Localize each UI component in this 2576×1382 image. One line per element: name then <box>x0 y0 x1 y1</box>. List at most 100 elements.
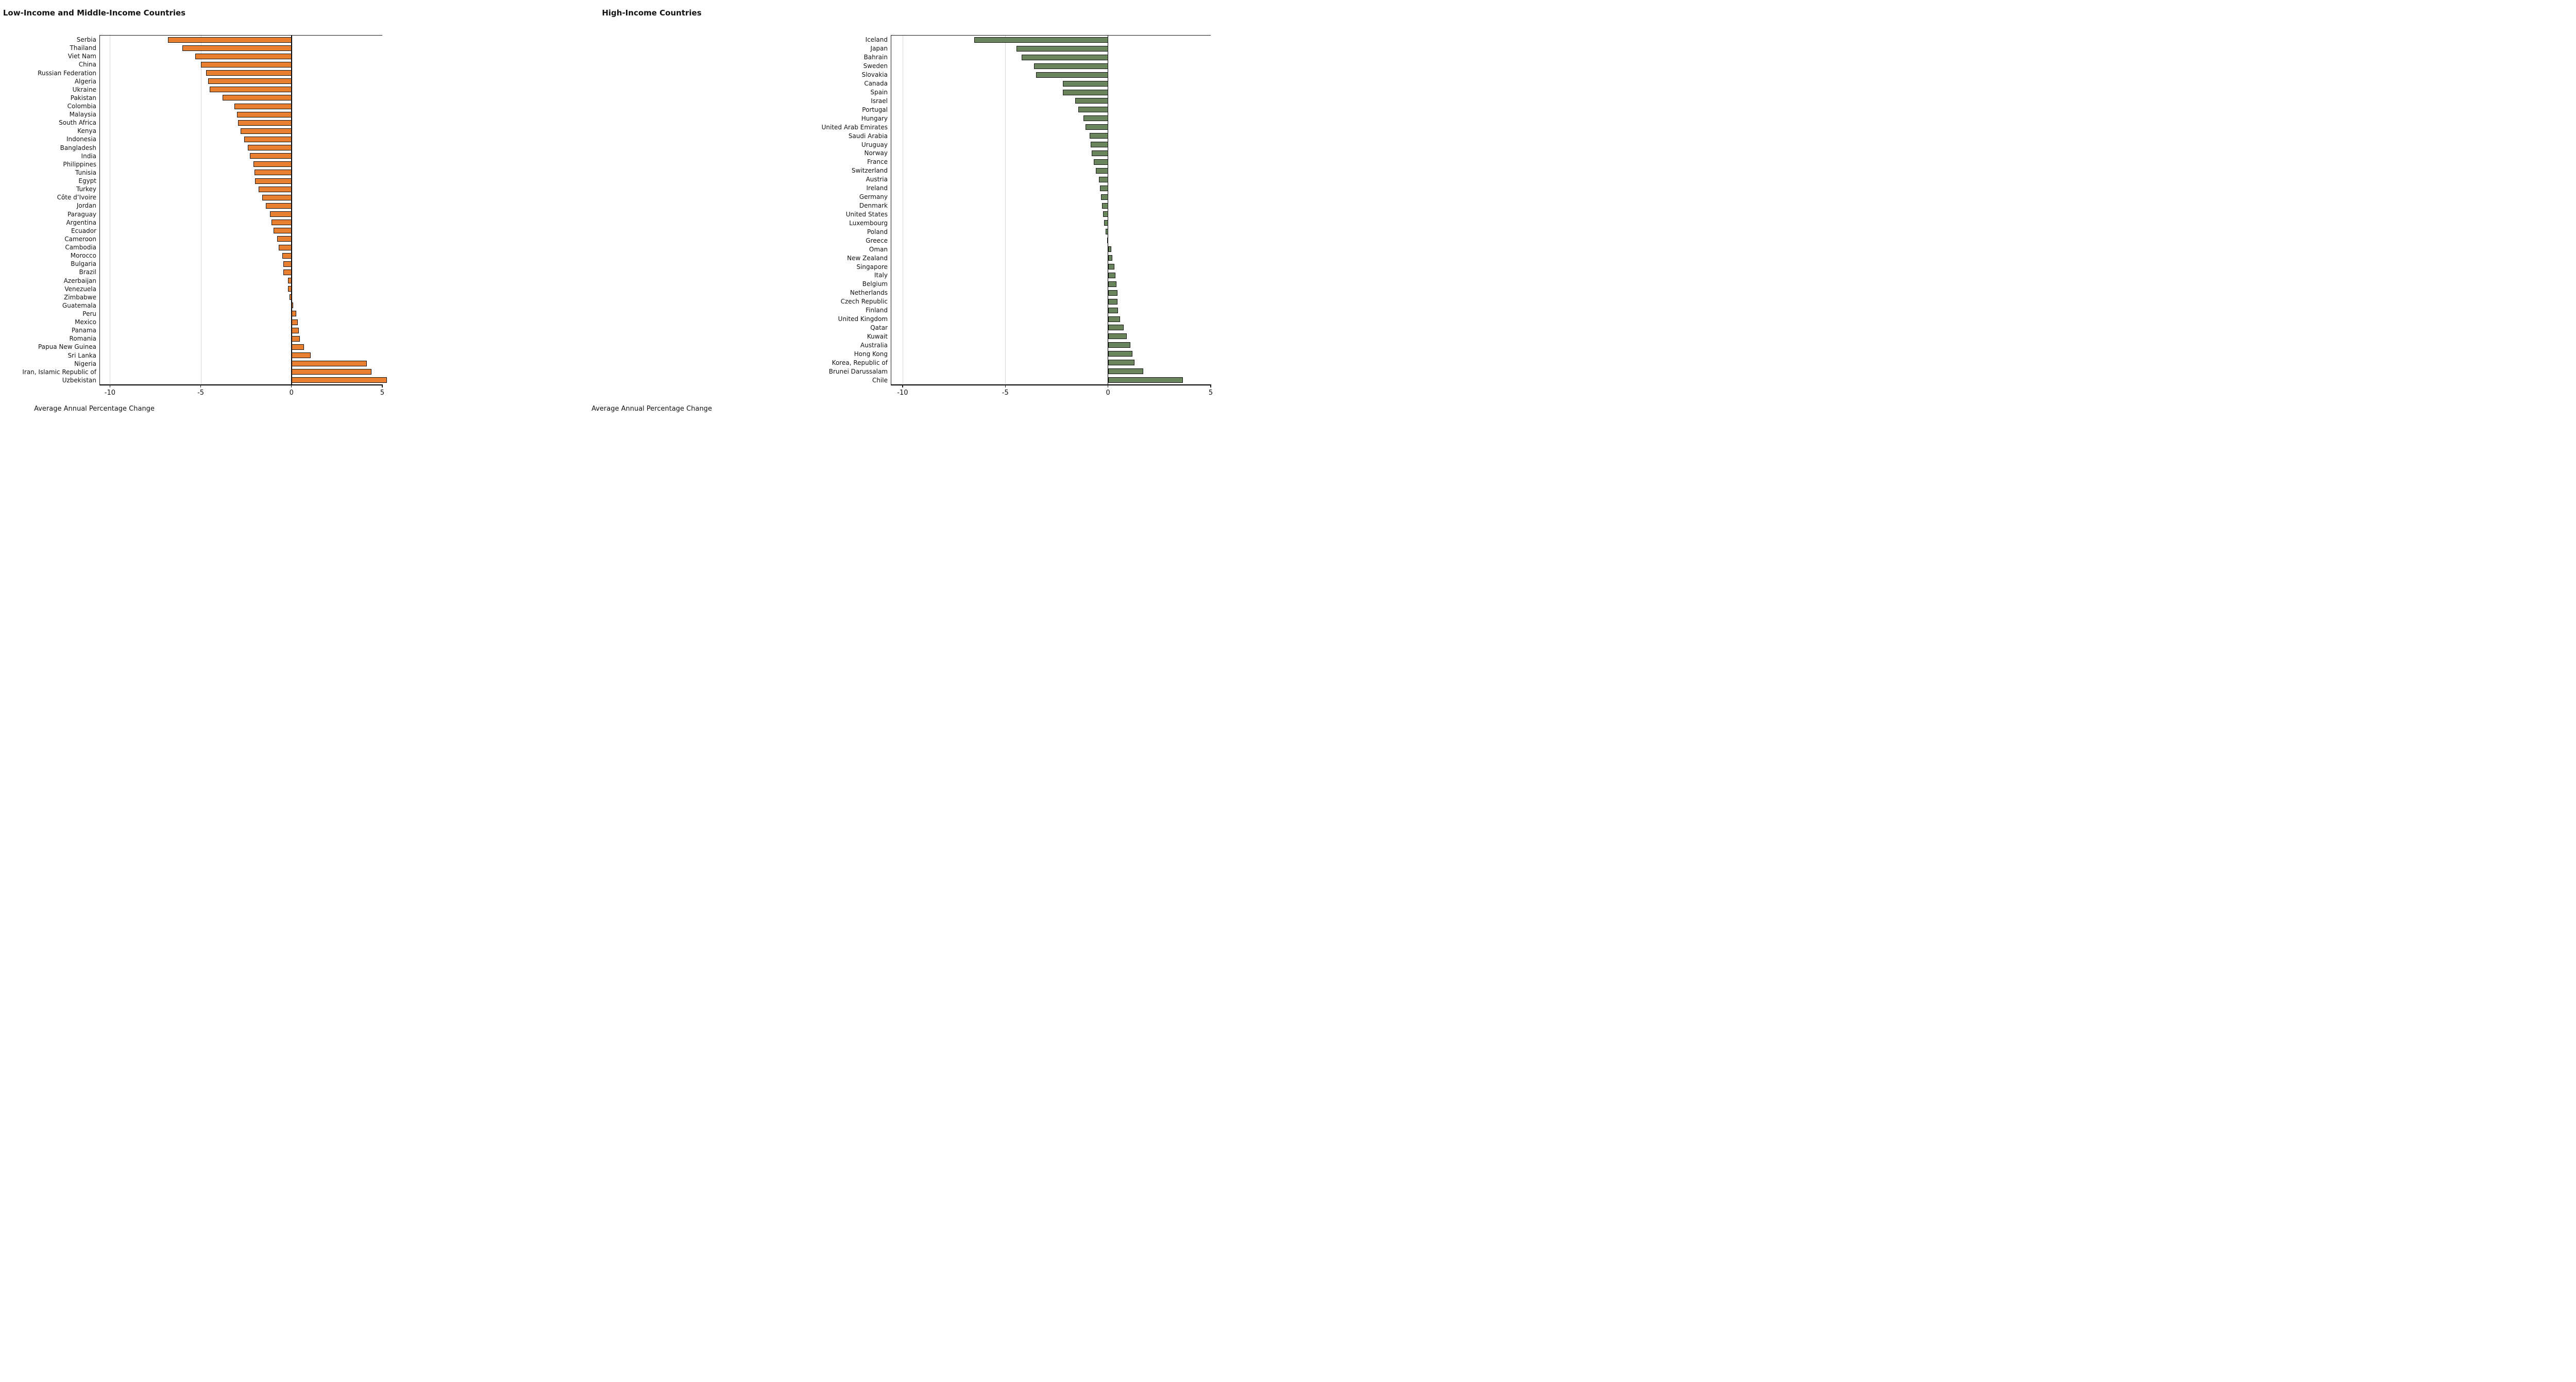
category-label: Oman <box>869 245 888 253</box>
bar-israel <box>1075 98 1108 104</box>
category-label: Uruguay <box>861 141 888 148</box>
category-label: Korea, Republic of <box>832 359 888 366</box>
chart-title: High-Income Countries <box>602 8 702 18</box>
category-label: Argentina <box>66 218 96 226</box>
x-tick-mark <box>291 384 292 387</box>
bar-romania <box>291 335 300 342</box>
category-label: Pakistan <box>70 94 96 102</box>
bar-belgium <box>1108 281 1117 287</box>
bar-italy <box>1108 272 1115 278</box>
bar-bahrain <box>1022 54 1108 60</box>
category-label: Greece <box>866 237 888 244</box>
category-label: Italy <box>874 272 888 279</box>
bar-netherlands <box>1108 290 1117 296</box>
bar-bangladesh <box>248 145 292 151</box>
category-label: Cameroon <box>64 235 96 243</box>
bar-bulgaria <box>283 261 292 267</box>
category-label: Brunei Darussalam <box>828 367 888 375</box>
plot-area: -10 -5 0 5 Serbia Thailand Viet Nam China Russia… <box>22 35 387 397</box>
bar-qatar <box>1108 325 1124 331</box>
x-axis-label: Average Annual Percentage Change <box>591 405 712 413</box>
bar-algeria <box>208 78 292 85</box>
category-label: Australia <box>860 341 888 349</box>
bar-uzbekistan <box>291 377 387 383</box>
category-label: Indonesia <box>66 136 96 143</box>
category-label: Papua New Guinea <box>38 343 96 351</box>
category-label: Qatar <box>870 324 888 331</box>
category-label: Bangladesh <box>60 144 96 151</box>
category-label: Sweden <box>863 62 888 70</box>
bar-japan <box>1016 45 1108 52</box>
bar-finland <box>1108 307 1118 313</box>
bar-egypt <box>255 178 292 184</box>
bar-morocco <box>282 252 292 259</box>
category-label: Morocco <box>70 252 96 260</box>
x-axis-label: Average Annual Percentage Change <box>34 405 155 413</box>
bar-hong-kong <box>1108 351 1133 357</box>
category-label: Serbia <box>76 36 96 44</box>
bar-brunei-darussalam <box>1108 368 1144 375</box>
category-label: Turkey <box>76 186 96 193</box>
plot-area: -10 -5 0 5 Iceland Japan Bahrain Sweden Slovakia… <box>822 35 1213 397</box>
category-label: Algeria <box>74 77 96 85</box>
category-label: Iceland <box>865 36 888 44</box>
bar-poland <box>1105 229 1108 235</box>
category-label: Jordan <box>76 202 96 210</box>
category-label: Slovakia <box>861 71 888 79</box>
bar-norway <box>1091 150 1108 156</box>
category-label: United Arab Emirates <box>821 123 888 131</box>
x-tick-mark <box>200 384 201 387</box>
bar-south-africa <box>238 120 292 126</box>
bar-viet-nam <box>195 53 292 59</box>
bar-india <box>249 153 292 159</box>
bar-saudi-arabia <box>1089 133 1108 139</box>
bar-malaysia <box>237 111 292 117</box>
bar-denmark <box>1101 203 1108 209</box>
bar-guatemala <box>291 302 294 309</box>
category-label: New Zealand <box>847 254 888 262</box>
bar-austria <box>1098 176 1108 182</box>
bar-nigeria <box>291 361 367 367</box>
bar-united-arab-emirates <box>1085 124 1108 130</box>
bar-ukraine <box>210 87 292 93</box>
zero-axis-line <box>1107 36 1109 384</box>
bar-colombia <box>234 103 292 109</box>
category-label: Venezuela <box>64 285 96 293</box>
category-label: Norway <box>864 149 888 157</box>
bar-china <box>200 61 292 68</box>
bar-philippines <box>253 161 292 167</box>
bar-kenya <box>241 128 292 134</box>
category-label: Romania <box>69 335 96 343</box>
category-label: Chile <box>872 376 888 384</box>
bar-greece <box>1107 238 1109 244</box>
x-tick-label: 5 <box>1208 389 1213 397</box>
bar-canada <box>1062 80 1108 87</box>
category-label: Finland <box>866 307 888 314</box>
category-label: Viet Nam <box>67 53 96 60</box>
bar-australia <box>1108 342 1131 348</box>
category-label: China <box>78 61 96 69</box>
category-label: Poland <box>867 228 888 235</box>
category-label: Ireland <box>866 184 888 192</box>
bar-venezuela <box>287 286 292 292</box>
category-label: Russian Federation <box>38 69 96 77</box>
bar-singapore <box>1108 264 1114 269</box>
bar-turkey <box>259 186 292 192</box>
category-label: Japan <box>870 45 888 53</box>
category-label: Guatemala <box>62 301 96 309</box>
bar-paraguay <box>269 211 292 217</box>
category-label: Luxembourg <box>849 219 888 227</box>
category-label: Paraguay <box>67 210 96 218</box>
category-label: Switzerland <box>852 167 888 175</box>
bar-tunisia <box>254 170 292 176</box>
bar-papua-new-guinea <box>291 344 304 350</box>
category-label: Nigeria <box>74 360 96 367</box>
bar-kuwait <box>1108 333 1127 340</box>
bar-peru <box>291 311 296 317</box>
bar-sweden <box>1034 63 1108 69</box>
bar-uruguay <box>1090 142 1108 148</box>
x-tick-label: -10 <box>897 389 908 397</box>
chart-title: Low-Income and Middle-Income Countries <box>3 8 186 18</box>
figure-canvas: { "figure": { "xlabel": "Average Annual … <box>0 0 1213 415</box>
category-label: Cambodia <box>65 244 96 251</box>
